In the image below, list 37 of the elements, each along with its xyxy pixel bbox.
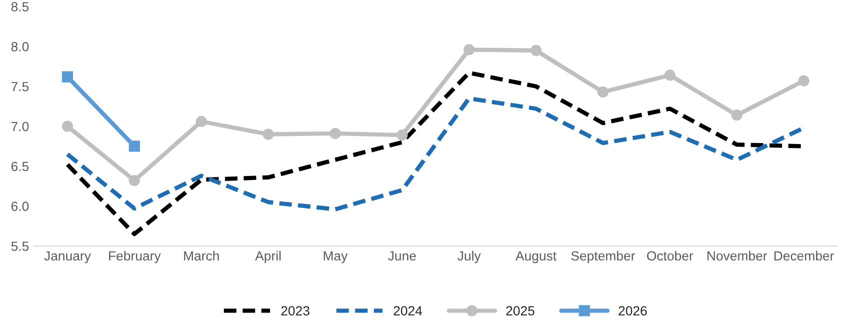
- legend-label: 2024: [394, 306, 422, 316]
- point: [330, 128, 341, 140]
- x-tick-label: May: [324, 251, 348, 264]
- x-tick-label: February: [109, 250, 161, 264]
- point: [530, 44, 542, 56]
- point: [128, 140, 140, 152]
- x-tick-label: August: [516, 251, 556, 264]
- point: [664, 70, 676, 81]
- point: [798, 75, 810, 86]
- x-tick-label: September: [571, 250, 636, 264]
- point: [196, 116, 207, 128]
- x-tick-label: June: [388, 251, 416, 261]
- x-tick-label: April: [255, 250, 281, 264]
- x-tick-label: January: [44, 251, 91, 264]
- y-tick-label: 8.5: [11, 2, 29, 12]
- y-tick-label: 7.5: [11, 82, 29, 92]
- y-tick-label: 6.0: [11, 202, 29, 212]
- point: [396, 130, 408, 141]
- y-tick-label: 5.5: [11, 242, 29, 251]
- y-tick-label: 8.0: [11, 42, 29, 52]
- point: [262, 128, 274, 140]
- x-tick-label: December: [774, 250, 834, 261]
- y-tick-label: 6.5: [11, 162, 29, 172]
- x-tick-label: July: [458, 250, 481, 264]
- point: [464, 44, 475, 56]
- legend-label: 2026: [618, 306, 647, 316]
- point: [731, 110, 742, 121]
- point: [597, 86, 609, 98]
- x-tick-label: November: [707, 250, 768, 261]
- legend-label: 2023: [281, 306, 310, 316]
- x-tick-label: March: [184, 250, 219, 261]
- legend-label: 2025: [506, 306, 534, 316]
- y-tick-label: 7.0: [11, 122, 29, 132]
- point: [128, 174, 140, 186]
- x-tick-label: October: [647, 250, 694, 261]
- point: [62, 71, 74, 82]
- point: [62, 120, 74, 132]
